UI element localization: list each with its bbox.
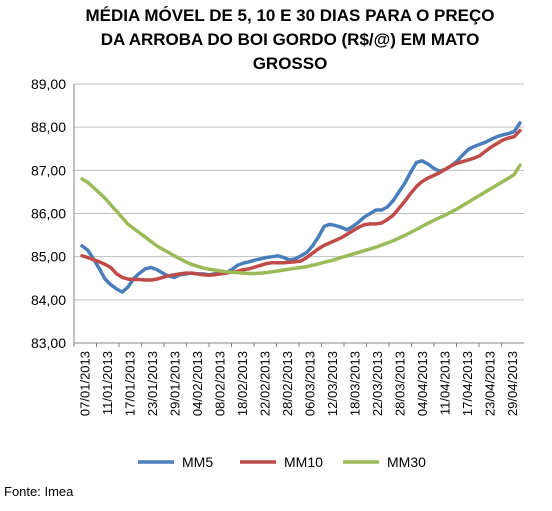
x-tick-label: 17/04/2013 — [460, 351, 475, 416]
series-line-mm10 — [80, 128, 522, 282]
x-tick-label: 12/03/2013 — [325, 351, 340, 416]
x-tick-label: 06/03/2013 — [302, 351, 317, 416]
x-tick-label: 11/01/2013 — [100, 351, 115, 415]
x-tick-label: 28/02/2013 — [280, 351, 295, 416]
axes — [73, 84, 524, 347]
y-tick-label: 89,00 — [31, 76, 66, 92]
legend-label-mm30: MM30 — [387, 454, 426, 470]
x-tick-label: 22/02/2013 — [257, 351, 272, 416]
y-axis-ticks: 83,00 84,00 85,00 86,00 87,00 88,00 89,00 — [31, 76, 66, 351]
x-tick-label: 18/03/2013 — [347, 351, 362, 416]
x-tick-label: 22/03/2013 — [370, 351, 385, 416]
x-tick-label: 04/02/2013 — [190, 351, 205, 416]
x-tick-label: 17/01/2013 — [122, 351, 137, 416]
x-tick-label: 29/04/2013 — [505, 351, 520, 416]
y-tick-label: 85,00 — [31, 249, 66, 265]
x-tick-label: 04/04/2013 — [415, 351, 430, 416]
y-tick-label: 88,00 — [31, 119, 66, 135]
x-tick-label: 23/04/2013 — [482, 351, 497, 416]
source-note: Fonte: Imea — [4, 484, 74, 499]
x-tick-label: 07/01/2013 — [77, 351, 92, 416]
x-tick-label: 23/01/2013 — [145, 351, 160, 416]
series-line-mm30 — [80, 163, 522, 276]
y-tick-label: 87,00 — [31, 162, 66, 178]
chart-title-line-3: GROSSO — [252, 54, 328, 73]
chart-title: MÉDIA MÓVEL DE 5, 10 E 30 DIAS PARA O PR… — [40, 4, 540, 76]
x-tick-label: 18/02/2013 — [235, 351, 250, 416]
x-tick-label: 08/02/2013 — [212, 351, 227, 416]
x-tick-label: 29/01/2013 — [167, 351, 182, 416]
legend: MM5 MM10 MM30 — [138, 454, 426, 470]
y-tick-label: 83,00 — [31, 335, 66, 351]
chart-title-line-1: MÉDIA MÓVEL DE 5, 10 E 30 DIAS PARA O PR… — [85, 6, 495, 25]
series-lines — [80, 121, 522, 294]
x-axis-ticks: 07/01/2013 11/01/2013 17/01/2013 23/01/2013… — [77, 351, 520, 416]
y-tick-label: 84,00 — [31, 292, 66, 308]
legend-label-mm10: MM10 — [284, 454, 323, 470]
x-tick-label: 28/03/2013 — [392, 351, 407, 416]
chart-title-line-2: DA ARROBA DO BOI GORDO (R$/@) EM MATO — [100, 30, 480, 49]
x-tick-label: 11/04/2013 — [437, 351, 452, 415]
y-tick-label: 86,00 — [31, 206, 66, 222]
legend-label-mm5: MM5 — [182, 454, 213, 470]
